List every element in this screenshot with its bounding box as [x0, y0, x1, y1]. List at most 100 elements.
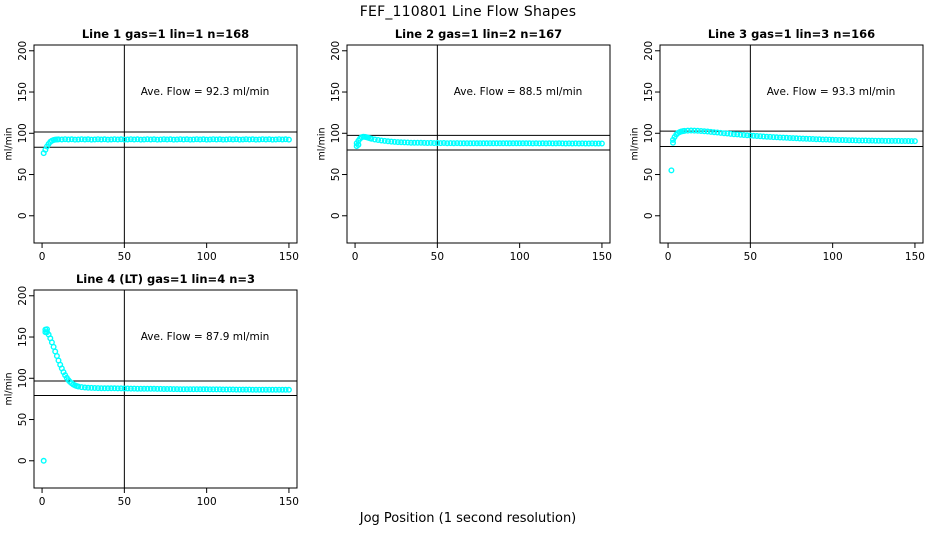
data-point [684, 127, 691, 134]
data-point [839, 136, 846, 143]
data-point [94, 385, 101, 392]
data-point [150, 385, 157, 392]
data-point [266, 136, 273, 143]
data-point [846, 137, 853, 144]
data-point [75, 136, 82, 143]
data-point [437, 140, 444, 147]
data-point [780, 134, 787, 141]
data-point [88, 136, 95, 143]
data-point [539, 140, 546, 147]
figure-title: FEF_110801 Line Flow Shapes [359, 4, 577, 20]
data-point [806, 135, 813, 142]
data-point [197, 386, 204, 393]
y-axis-label: ml/min [4, 372, 15, 405]
data-point [279, 386, 286, 393]
data-point [167, 385, 174, 392]
data-point [170, 386, 177, 393]
data-point [862, 137, 869, 144]
data-point [226, 386, 233, 393]
data-point [869, 137, 876, 144]
data-point [760, 133, 767, 140]
data-point [911, 138, 918, 145]
data-point [493, 140, 500, 147]
data-point [447, 140, 454, 147]
data-point [513, 140, 520, 147]
x-tick-label: 50 [118, 496, 131, 508]
data-point [114, 385, 121, 392]
data-point [276, 386, 283, 393]
data-point [223, 386, 230, 393]
data-point [127, 136, 134, 143]
data-point [269, 386, 276, 393]
data-point [424, 139, 431, 146]
data-point [276, 136, 283, 143]
data-point [144, 136, 151, 143]
data-point [246, 136, 253, 143]
y-tick-label: 50 [17, 413, 29, 426]
data-point [62, 136, 69, 143]
x-tick-label: 50 [118, 251, 131, 263]
data-point [536, 140, 543, 147]
data-point [714, 129, 721, 136]
data-point [431, 140, 438, 147]
chart-svg: Line 3 gas=1 lin=3 n=166 0 50 100 150 0 50 100 1… [630, 27, 925, 263]
data-point [127, 385, 134, 392]
data-point [816, 136, 823, 143]
data-point [394, 139, 401, 146]
data-point [55, 136, 62, 143]
data-point [875, 137, 882, 144]
data-point [381, 137, 388, 144]
data-point [783, 134, 790, 141]
plot-frame [659, 44, 924, 244]
data-point [173, 386, 180, 393]
data-point [565, 140, 572, 147]
data-point [183, 136, 190, 143]
plot-frame [33, 289, 298, 489]
data-point [262, 386, 269, 393]
data-point [213, 136, 220, 143]
data-point [170, 136, 177, 143]
data-point [898, 137, 905, 144]
data-point [144, 385, 151, 392]
x-tick-label: 100 [823, 251, 843, 263]
data-point [249, 136, 256, 143]
data-point [496, 140, 503, 147]
data-point [249, 386, 256, 393]
data-point [826, 136, 833, 143]
data-point [213, 386, 220, 393]
y-tick-label: 150 [330, 82, 342, 102]
data-point [417, 139, 424, 146]
data-point [236, 386, 243, 393]
data-point [549, 140, 556, 147]
data-point [256, 386, 263, 393]
data-point [243, 386, 250, 393]
data-point [85, 384, 92, 391]
data-point [516, 140, 523, 147]
data-point [773, 134, 780, 141]
data-point [546, 140, 553, 147]
data-point [206, 386, 213, 393]
data-point [220, 386, 227, 393]
data-point [763, 133, 770, 140]
data-point [368, 135, 375, 142]
data-point [94, 136, 101, 143]
y-tick-label: 0 [643, 212, 655, 219]
data-point [141, 136, 148, 143]
data-point [266, 386, 273, 393]
data-point [882, 137, 889, 144]
data-point [767, 133, 774, 140]
x-tick-label: 100 [510, 251, 530, 263]
data-point [842, 137, 849, 144]
subplot-line-3: Line 3 gas=1 lin=3 n=166 0 50 100 150 0 50 100 1… [626, 25, 936, 275]
data-point [688, 127, 695, 134]
x-tick-label: 150 [905, 251, 925, 263]
data-point [562, 140, 569, 147]
subplot-line-1: Line 1 gas=1 lin=1 n=168 0 50 100 150 0 50 100 1… [0, 25, 312, 275]
y-tick-label: 100 [643, 123, 655, 143]
data-point [519, 140, 526, 147]
y-tick-label: 100 [330, 123, 342, 143]
data-point [134, 136, 141, 143]
data-point [892, 137, 899, 144]
data-point [859, 137, 866, 144]
